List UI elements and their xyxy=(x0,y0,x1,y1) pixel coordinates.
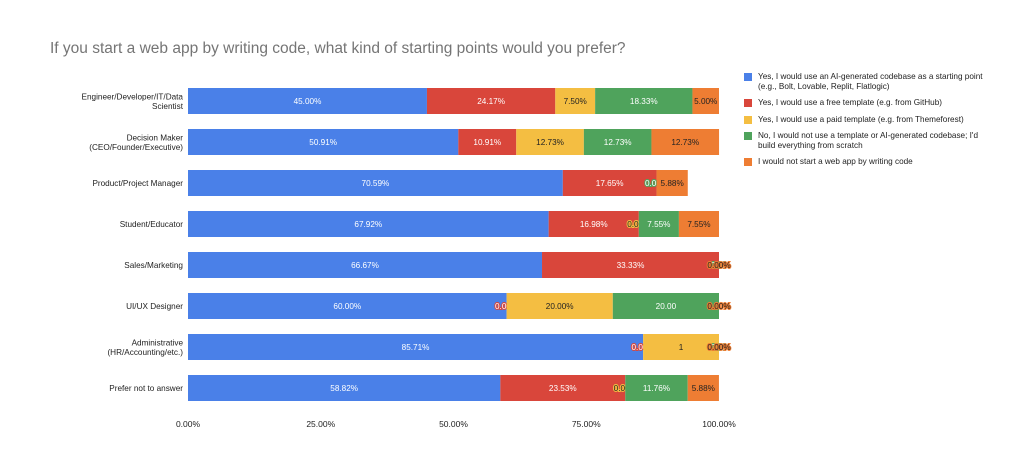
data-label: 58.82% xyxy=(330,384,358,393)
bar-segment xyxy=(638,211,679,237)
bar-segment xyxy=(651,129,720,155)
legend-label: Yes, I would use an AI-generated codebas… xyxy=(758,72,983,91)
data-label: 5.00% xyxy=(694,97,717,106)
x-tick-label: 75.00% xyxy=(572,419,601,429)
data-label: 45.00% xyxy=(294,97,322,106)
x-tick-label: 50.00% xyxy=(439,419,468,429)
data-label: 1 xyxy=(679,343,684,352)
legend-label: I would not start a web app by writing c… xyxy=(758,157,913,166)
bar-segment xyxy=(643,334,719,360)
legend-label: Yes, I would use a free template (e.g. f… xyxy=(758,98,943,107)
category-label: Sales/Marketing xyxy=(124,261,183,270)
data-label: 66.67% xyxy=(351,261,379,270)
data-label: 18.33% xyxy=(630,97,658,106)
bar-segment xyxy=(562,170,657,196)
legend-swatch xyxy=(744,73,752,81)
data-label: 16.98% xyxy=(580,220,608,229)
bar-segment xyxy=(595,88,693,114)
bar-segment xyxy=(555,88,596,114)
data-label: 7.50% xyxy=(564,97,587,106)
data-label: 17.65% xyxy=(596,179,624,188)
legend-label: Yes, I would use a paid template (e.g. f… xyxy=(758,114,964,124)
data-label: 11.76% xyxy=(643,384,670,393)
bar-segment xyxy=(516,129,584,155)
data-label: 0.00% xyxy=(707,302,730,311)
data-label: 33.33% xyxy=(617,261,645,270)
data-label: 10.91% xyxy=(473,138,501,147)
category-label: Student/Educator xyxy=(120,220,184,229)
data-label: 24.17% xyxy=(477,97,505,106)
bar-segment xyxy=(583,129,652,155)
bar-segment xyxy=(188,211,549,237)
legend-item: I would not start a web app by writing c… xyxy=(744,157,1016,167)
data-label: 0.00 xyxy=(711,261,727,270)
legend-item: Yes, I would use an AI-generated codebas… xyxy=(744,72,1016,91)
legend-swatch xyxy=(744,99,752,107)
bar-segment xyxy=(692,88,719,114)
chart-title: If you start a web app by writing code, … xyxy=(50,40,626,57)
legend-swatch xyxy=(744,115,752,124)
data-label: 70.59% xyxy=(362,179,390,188)
bar-segment xyxy=(458,129,517,155)
bar-segment xyxy=(426,88,556,114)
data-label: 0.00% xyxy=(707,343,730,352)
data-label: 20.00% xyxy=(546,302,574,311)
bar-segment xyxy=(188,293,507,319)
chart-legend: Yes, I would use an AI-generated codebas… xyxy=(744,72,1016,174)
legend-label: No, I would not use a template or AI-gen… xyxy=(758,131,979,150)
data-label: 50.91% xyxy=(309,138,337,147)
data-label: 5.88% xyxy=(692,384,715,393)
data-label: 5.88% xyxy=(661,179,684,188)
bar-segment xyxy=(188,375,501,401)
data-label: 67.92% xyxy=(354,220,382,229)
bar-segment xyxy=(687,375,719,401)
bar-segment xyxy=(656,170,688,196)
data-label: 85.71% xyxy=(402,343,430,352)
legend-item: Yes, I would use a paid template (e.g. f… xyxy=(744,115,1016,125)
legend-swatch xyxy=(744,158,752,166)
bar-segment xyxy=(188,88,427,114)
data-label: 7.55% xyxy=(687,220,710,229)
data-label: 60.00% xyxy=(333,302,361,311)
legend-swatch xyxy=(744,132,752,140)
category-label: Administrative (HR/Accounting/etc.) xyxy=(107,338,183,357)
data-label: 12.73% xyxy=(671,138,699,147)
bar-segment xyxy=(612,293,719,319)
x-tick-label: 25.00% xyxy=(306,419,335,429)
x-tick-label: 0.00% xyxy=(176,419,201,429)
category-label: Engineer/Developer/IT/Data Scientist xyxy=(82,92,184,111)
bar-segment xyxy=(188,334,644,360)
legend-item: No, I would not use a template or AI-gen… xyxy=(744,131,1016,150)
bar-segment xyxy=(500,375,626,401)
data-label: 0.00 xyxy=(711,343,727,352)
bar-segment xyxy=(548,211,639,237)
data-label: 12.73% xyxy=(604,138,632,147)
bar-segment xyxy=(188,252,543,278)
legend-item: Yes, I would use a free template (e.g. f… xyxy=(744,98,1016,108)
bar-segment xyxy=(506,293,613,319)
bar-segment xyxy=(542,252,719,278)
bar-segment xyxy=(188,170,563,196)
data-label: 20.00 xyxy=(656,302,677,311)
bar-segment xyxy=(188,129,459,155)
category-label: Product/Project Manager xyxy=(92,179,183,188)
data-label: 12.73% xyxy=(536,138,564,147)
data-label: 7.55% xyxy=(647,220,670,229)
bar-segment xyxy=(625,375,688,401)
category-label: Decision Maker (CEO/Founder/Executive) xyxy=(89,133,183,152)
bar-segment xyxy=(678,211,719,237)
data-label: 0.00% xyxy=(707,261,730,270)
category-label: Prefer not to answer xyxy=(109,384,183,393)
x-tick-label: 100.00% xyxy=(702,419,736,429)
category-label: UI/UX Designer xyxy=(126,302,183,311)
data-label: 23.53% xyxy=(549,384,577,393)
